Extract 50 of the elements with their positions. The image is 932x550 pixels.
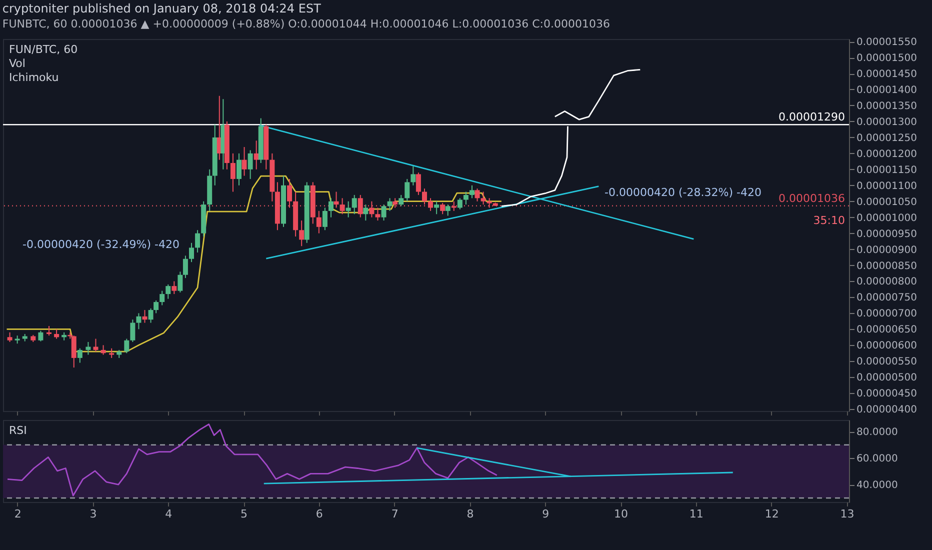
x-tick-label: 3	[90, 508, 97, 520]
annotation: Vol	[9, 57, 26, 70]
y-tick-label: 0.00001200	[856, 148, 917, 160]
x-tick-label: 9	[542, 508, 550, 520]
chart-subtitle: FUNBTC, 60 0.00001036 ▲ +0.00000009 (+0.88%) O:0.00001044 H:0.00001046 L:0.00001036 C:0.00001036	[2, 18, 610, 31]
y-tick-label: 0.00001000	[856, 212, 917, 224]
y-tick-label: 0.00000550	[856, 356, 917, 368]
chart-title: cryptoniter published on January 08, 2018 04:24 EST	[2, 2, 322, 16]
x-tick-label: 8	[466, 508, 474, 520]
y-tick-label: 0.00001350	[856, 100, 917, 112]
y-tick-label: 0.00000400	[856, 404, 917, 416]
y-tick-label: 60.0000	[856, 454, 898, 465]
y-tick-label: 80.0000	[856, 427, 898, 438]
x-tick-label: 12	[764, 508, 779, 520]
y-tick-label: 0.00001100	[856, 180, 917, 192]
y-tick-label: 0.00000700	[856, 308, 917, 320]
annotation: 35:10	[813, 214, 845, 227]
y-tick-label: 0.00000950	[856, 228, 917, 240]
y-tick-label: 0.00001050	[856, 196, 917, 208]
y-tick-label: 0.00001450	[856, 69, 917, 80]
annotation: -0.00000420 (-28.32%) -420	[604, 186, 762, 199]
y-tick-label: 0.00000850	[856, 260, 917, 272]
y-tick-label: 0.00001400	[856, 84, 917, 96]
y-tick-label: 0.00001550	[856, 37, 917, 48]
y-tick-label: 0.00001300	[856, 116, 917, 128]
x-tick-label: 11	[689, 508, 704, 520]
x-tick-label: 5	[240, 508, 248, 520]
x-tick-label: 10	[614, 508, 628, 520]
ref-line-label: 0.00001290	[778, 110, 845, 124]
y-tick-label: 0.00000750	[856, 292, 917, 304]
x-tick-label: 7	[391, 508, 398, 520]
y-tick-label: 0.00000900	[856, 244, 917, 256]
x-tick-label: 4	[165, 508, 172, 520]
y-tick-label: 0.00001250	[856, 132, 917, 144]
y-tick-label: 0.00000800	[856, 276, 917, 288]
x-tick-label: 6	[316, 508, 323, 520]
y-tick-label: 0.00000450	[856, 388, 917, 400]
y-tick-label: 0.00000500	[856, 372, 917, 384]
annotation: FUN/BTC, 60	[9, 43, 78, 56]
annotation: -0.00000420 (-32.49%) -420	[22, 238, 180, 251]
annotation: RSI	[9, 424, 27, 437]
annotation: Ichimoku	[9, 71, 59, 84]
x-tick-label: 2	[14, 508, 22, 520]
y-tick-label: 0.00001500	[856, 53, 917, 64]
y-tick-label: 0.00000650	[856, 324, 917, 336]
y-tick-label: 40.0000	[856, 480, 898, 492]
y-tick-label: 0.00001150	[856, 164, 917, 176]
x-tick-label: 13	[840, 508, 854, 520]
y-tick-label: 0.00000600	[856, 340, 917, 352]
ref-line-label: 0.00001036	[778, 192, 845, 205]
